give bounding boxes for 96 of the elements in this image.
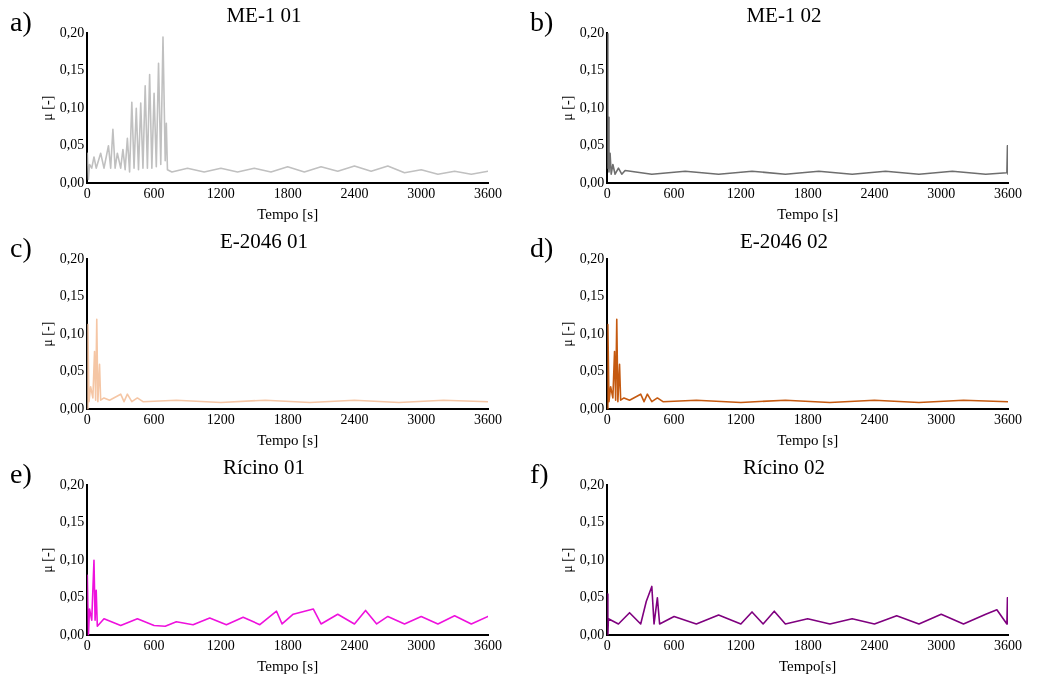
chart-title: Rícino 01 [222,455,306,480]
x-tick-label: 3600 [994,412,1022,428]
y-tick-label: 0,15 [59,288,85,304]
text: e) [10,458,32,489]
chart-title: E-2046 02 [739,229,829,254]
x-axis-title: Tempo [s] [257,431,319,448]
chart-title: ME-1 01 [226,3,302,28]
text: c) [10,232,32,263]
y-tick-label: 0,10 [579,325,605,341]
x-tick-label: 3000 [927,638,956,654]
y-axis-title: μ [-] [40,321,56,347]
x-tick-label: 600 [663,412,685,428]
x-axis-title: Tempo[s] [779,657,837,674]
y-axis-title: μ [-] [560,321,576,347]
x-axis-title: Tempo [s] [777,205,839,222]
x-tick-label: 0 [603,638,611,654]
y-tick-label: 0,15 [579,288,605,304]
text: d) [530,232,554,263]
y-tick-label: 0,00 [59,400,85,416]
text: a) [10,6,32,37]
x-tick-label: 1800 [793,638,822,654]
x-tick-label: 600 [143,186,165,202]
x-tick-label: 1200 [726,638,755,654]
y-tick-label: 0,05 [59,589,85,605]
x-tick-label: 3600 [474,638,502,654]
y-tick-label: 0,05 [59,137,85,153]
y-tick-label: 0,10 [59,551,85,567]
y-tick-label: 0,15 [59,62,85,78]
y-tick-label: 0,10 [579,551,605,567]
x-axis-title: Tempo [s] [777,431,839,448]
x-tick-label: 3600 [994,186,1022,202]
y-tick-label: 0,20 [579,250,605,266]
x-tick-label: 0 [83,412,91,428]
y-tick-label: 0,20 [59,250,85,266]
x-tick-label: 0 [83,186,91,202]
x-tick-label: 3600 [994,638,1022,654]
x-tick-label: 600 [663,186,685,202]
y-tick-label: 0,00 [579,400,605,416]
y-tick-label: 0,05 [579,137,605,153]
x-tick-label: 2400 [340,412,369,428]
x-tick-label: 2400 [340,186,369,202]
x-tick-label: 1200 [206,186,235,202]
x-tick-label: 0 [603,412,611,428]
x-tick-label: 1800 [793,186,822,202]
x-tick-label: 600 [143,638,165,654]
x-axis-title: Tempo [s] [257,205,319,222]
text: b) [530,6,554,37]
x-tick-label: 0 [603,186,611,202]
y-tick-label: 0,05 [59,363,85,379]
x-tick-label: 3000 [407,186,436,202]
x-tick-label: 600 [143,412,165,428]
x-tick-label: 1200 [206,412,235,428]
x-tick-label: 1200 [726,186,755,202]
x-tick-label: 2400 [860,412,889,428]
y-tick-label: 0,00 [59,626,85,642]
chart-title: ME-1 02 [746,3,822,28]
x-tick-label: 600 [663,638,685,654]
y-tick-label: 0,05 [579,363,605,379]
y-tick-label: 0,05 [579,589,605,605]
x-tick-label: 2400 [860,186,889,202]
y-tick-label: 0,20 [59,476,85,492]
x-axis-title: Tempo [s] [257,657,319,674]
y-tick-label: 0,20 [579,476,605,492]
y-tick-label: 0,15 [579,62,605,78]
y-tick-label: 0,00 [59,174,85,190]
y-axis-title: μ [-] [560,547,576,573]
x-tick-label: 2400 [860,638,889,654]
y-tick-label: 0,00 [579,174,605,190]
x-tick-label: 3600 [474,412,502,428]
y-tick-label: 0,20 [59,24,85,40]
x-tick-label: 3000 [927,412,956,428]
x-tick-label: 1800 [793,412,822,428]
x-tick-label: 3000 [407,638,436,654]
x-tick-label: 1800 [273,186,302,202]
x-tick-label: 1800 [273,638,302,654]
x-tick-label: 1200 [726,412,755,428]
y-axis-title: μ [-] [40,95,56,121]
y-tick-label: 0,20 [579,24,605,40]
chart-title: Rícino 02 [742,455,826,480]
text: f) [530,458,549,489]
y-tick-label: 0,10 [59,99,85,115]
y-tick-label: 0,15 [579,514,605,530]
x-tick-label: 3000 [927,186,956,202]
x-tick-label: 3600 [474,186,502,202]
x-tick-label: 3000 [407,412,436,428]
x-tick-label: 2400 [340,638,369,654]
x-tick-label: 1200 [206,638,235,654]
y-tick-label: 0,10 [59,325,85,341]
y-axis-title: μ [-] [40,547,56,573]
y-tick-label: 0,00 [579,626,605,642]
y-axis-title: μ [-] [560,95,576,121]
y-tick-label: 0,15 [59,514,85,530]
x-tick-label: 1800 [273,412,302,428]
chart-title: E-2046 01 [219,229,309,254]
x-tick-label: 0 [83,638,91,654]
y-tick-label: 0,10 [579,99,605,115]
